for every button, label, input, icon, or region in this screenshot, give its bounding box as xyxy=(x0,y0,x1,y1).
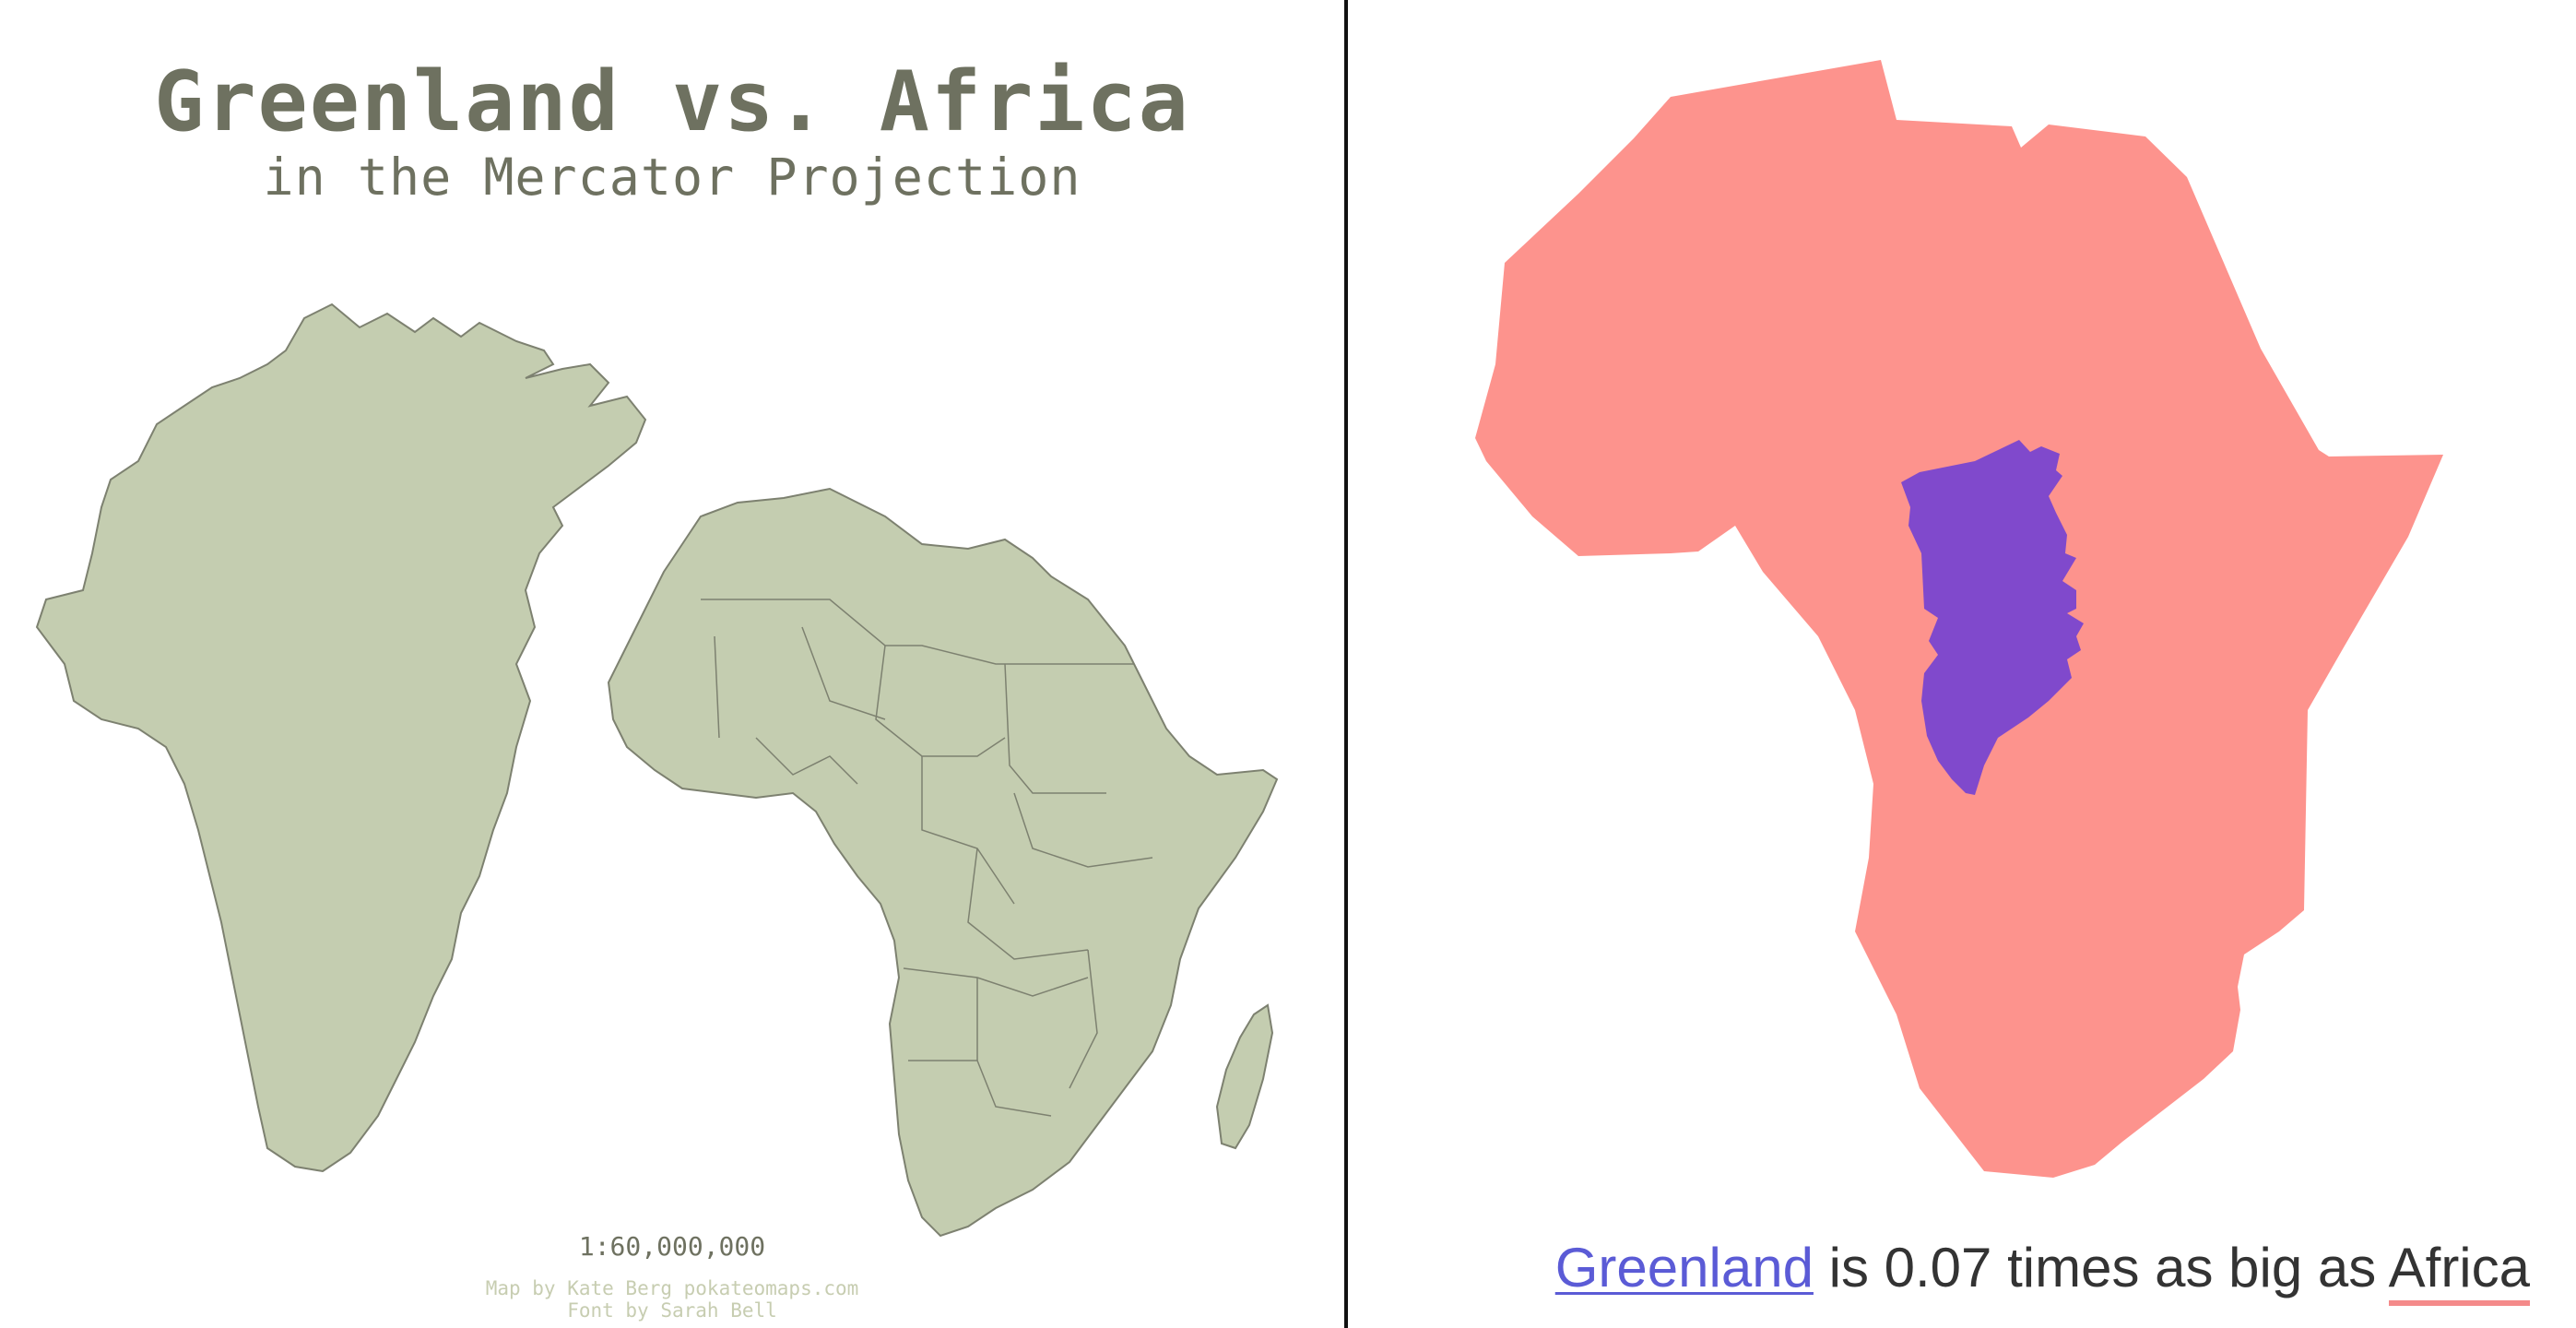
map-title: Greenland vs. Africa xyxy=(154,53,1190,150)
africa-country-borders xyxy=(701,599,1153,1117)
greenland-silhouette xyxy=(1901,440,2084,795)
size-comparison-panel: Greenland is 0.07 times as big as Africa xyxy=(1348,0,2576,1328)
greenland-shape xyxy=(35,302,647,1173)
map-subtitle: in the Mercator Projection xyxy=(263,148,1081,207)
africa-shape xyxy=(607,487,1279,1238)
comparison-caption: Greenland is 0.07 times as big as Africa xyxy=(1554,1236,2530,1306)
mercator-map xyxy=(35,302,1279,1238)
mercator-map-panel: Greenland vs. Africa in the Mercator Pro… xyxy=(35,53,1279,1322)
caption-ratio: 0.07 xyxy=(1884,1237,1992,1298)
greenland-link[interactable]: Greenland xyxy=(1554,1237,1814,1298)
comparison-map xyxy=(1475,60,2443,1178)
madagascar-shape xyxy=(1215,1003,1274,1150)
panel-divider xyxy=(1344,0,1348,1328)
map-credit: Map by Kate Berg pokateomaps.com xyxy=(485,1277,859,1299)
caption-times: times as big as xyxy=(2007,1237,2377,1298)
map-scale: 1:60,000,000 xyxy=(578,1231,766,1262)
font-credit: Font by Sarah Bell xyxy=(567,1299,777,1322)
africa-label[interactable]: Africa xyxy=(2388,1237,2530,1306)
caption-is: is xyxy=(1828,1237,1869,1298)
